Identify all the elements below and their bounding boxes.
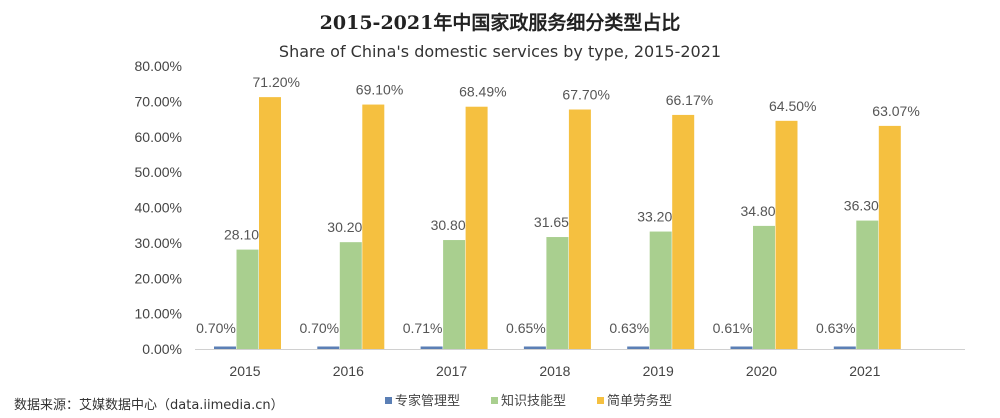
legend-label: 专家管理型 bbox=[395, 393, 460, 409]
data-label: 0.65% bbox=[506, 320, 546, 336]
legend-swatch bbox=[385, 397, 392, 404]
data-label: 64.50% bbox=[769, 98, 816, 114]
chart-subtitle: Share of China's domestic services by ty… bbox=[278, 42, 722, 61]
bar bbox=[362, 104, 385, 349]
y-tick-label: 50.00% bbox=[135, 164, 182, 180]
data-label: 0.70% bbox=[299, 320, 339, 336]
y-tick-label: 70.00% bbox=[135, 93, 182, 109]
bar bbox=[523, 346, 546, 349]
bar bbox=[672, 114, 695, 350]
y-tick-label: 30.00% bbox=[135, 235, 182, 251]
bar bbox=[753, 225, 775, 349]
y-tick-label: 0.00% bbox=[142, 341, 182, 357]
data-label: 0.63% bbox=[816, 320, 856, 336]
y-tick-label: 80.00% bbox=[135, 58, 182, 74]
x-tick-label: 2020 bbox=[746, 363, 777, 379]
y-tick-label: 10.00% bbox=[135, 306, 182, 322]
bar bbox=[568, 109, 591, 349]
x-tick-label: 2016 bbox=[333, 363, 364, 379]
bar bbox=[443, 240, 466, 349]
bar bbox=[730, 346, 753, 349]
bar bbox=[420, 346, 443, 349]
data-label: 0.70% bbox=[196, 320, 236, 336]
y-tick-label: 20.00% bbox=[135, 270, 182, 286]
y-tick-label: 60.00% bbox=[135, 129, 182, 145]
bar bbox=[878, 125, 901, 349]
bar bbox=[339, 242, 362, 349]
bar bbox=[214, 346, 236, 349]
bar bbox=[465, 106, 488, 350]
y-tick-label: 40.00% bbox=[135, 200, 182, 216]
data-label: 63.07% bbox=[872, 103, 919, 119]
legend-label: 知识技能型 bbox=[501, 393, 566, 409]
x-tick-label: 2021 bbox=[849, 363, 880, 379]
data-label: 0.71% bbox=[403, 320, 443, 336]
data-label: 71.20% bbox=[253, 74, 300, 90]
bar bbox=[317, 346, 340, 349]
x-tick-label: 2017 bbox=[436, 363, 467, 379]
x-tick-label: 2019 bbox=[643, 363, 674, 379]
bar bbox=[649, 231, 672, 349]
data-label: 68.49% bbox=[459, 84, 506, 100]
bar bbox=[546, 237, 569, 349]
bar bbox=[856, 220, 879, 349]
x-tick-label: 2015 bbox=[229, 363, 260, 379]
x-tick-label: 2018 bbox=[539, 363, 570, 379]
data-label: 0.63% bbox=[609, 320, 649, 336]
data-label: 67.70% bbox=[562, 87, 609, 103]
chart-title: 2015-2021年中国家政服务细分类型占比 bbox=[319, 12, 681, 34]
data-label: 69.10% bbox=[356, 82, 403, 98]
legend-swatch bbox=[597, 397, 604, 404]
bar bbox=[236, 249, 259, 349]
bar bbox=[259, 97, 281, 349]
data-source: 数据来源：艾媒数据中心（data.iimedia.cn） bbox=[14, 398, 284, 413]
bar bbox=[833, 346, 856, 349]
bar bbox=[775, 120, 798, 349]
legend-label: 简单劳务型 bbox=[607, 393, 672, 409]
data-label: 0.61% bbox=[713, 320, 753, 336]
data-label: 66.17% bbox=[666, 92, 713, 108]
bar bbox=[627, 346, 650, 349]
legend-swatch bbox=[491, 397, 498, 404]
